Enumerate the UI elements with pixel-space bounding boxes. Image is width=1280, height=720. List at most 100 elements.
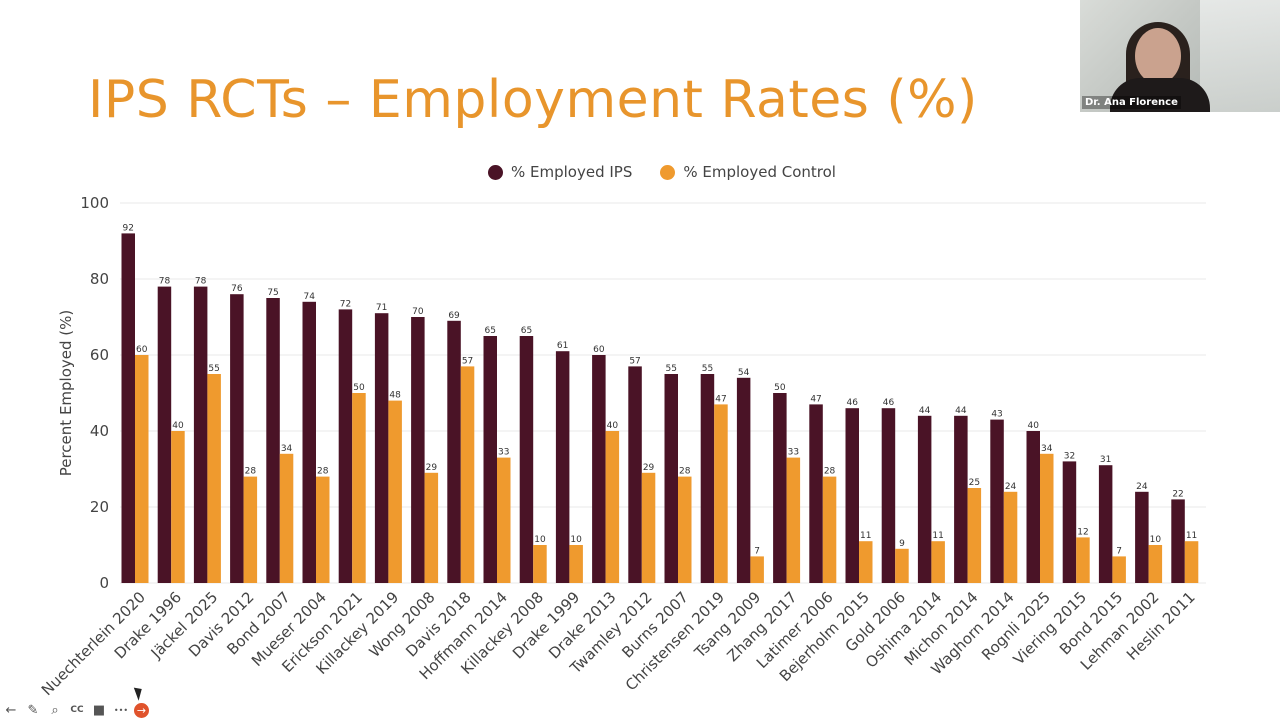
bar-control xyxy=(1003,491,1018,583)
data-label: 65 xyxy=(485,326,496,336)
bar-ips xyxy=(664,374,678,583)
data-label: 65 xyxy=(521,326,532,336)
bar-ips xyxy=(230,294,244,583)
legend-item-ips: % Employed IPS xyxy=(488,163,632,181)
data-label: 34 xyxy=(281,444,293,454)
data-label: 10 xyxy=(1150,535,1162,545)
data-label: 34 xyxy=(1041,444,1053,454)
bar-ips xyxy=(954,415,968,583)
chart-legend: % Employed IPS % Employed Control xyxy=(488,163,836,181)
data-label: 29 xyxy=(426,463,438,473)
bar-ips xyxy=(628,366,642,583)
data-label: 47 xyxy=(810,394,821,404)
camera-icon[interactable]: ■ xyxy=(92,702,106,718)
data-label: 33 xyxy=(498,448,509,458)
slide-title: IPS RCTs – Employment Rates (%) xyxy=(88,70,978,130)
bar-control xyxy=(171,431,185,583)
presenter-webcam: Dr. Ana Florence xyxy=(1080,0,1280,112)
webcam-background xyxy=(1200,0,1280,112)
bar-ips xyxy=(338,309,353,583)
data-label: 43 xyxy=(991,410,1002,420)
bar-control xyxy=(497,457,511,583)
data-label: 69 xyxy=(448,311,460,321)
bar-control xyxy=(460,366,475,583)
data-label: 72 xyxy=(340,299,351,309)
bar-ips xyxy=(157,286,172,583)
bar-control xyxy=(1184,541,1199,583)
bar-ips xyxy=(736,377,751,583)
y-tick-label: 0 xyxy=(99,574,109,592)
bar-control xyxy=(1112,556,1126,583)
data-label: 70 xyxy=(412,307,424,317)
bar-ips xyxy=(266,298,280,583)
bar-ips xyxy=(1135,491,1149,583)
data-label: 10 xyxy=(534,535,546,545)
data-label: 57 xyxy=(629,356,640,366)
bar-ips xyxy=(881,408,896,583)
bar-ips xyxy=(700,374,715,583)
legend-label-control: % Employed Control xyxy=(683,163,836,181)
bar-ips xyxy=(193,286,208,583)
data-label: 46 xyxy=(847,398,859,408)
presenter-name: Dr. Ana Florence xyxy=(1082,96,1181,109)
bar-control xyxy=(388,400,402,583)
pen-icon[interactable]: ✎ xyxy=(27,702,39,718)
bar-control xyxy=(605,431,620,583)
presenter-body xyxy=(1110,78,1210,112)
data-label: 28 xyxy=(317,467,329,477)
bar-control xyxy=(424,472,439,583)
bar-ips xyxy=(1171,499,1185,583)
bar-ips xyxy=(374,313,389,583)
data-label: 60 xyxy=(136,345,148,355)
bar-control xyxy=(641,472,656,583)
data-label: 24 xyxy=(1136,482,1148,492)
bar-ips xyxy=(917,415,932,583)
bar-ips xyxy=(555,351,570,583)
bar-ips xyxy=(1062,461,1077,583)
presenter-face xyxy=(1135,28,1181,84)
search-icon[interactable]: ⌕ xyxy=(51,702,59,718)
bar-control xyxy=(822,476,837,583)
slideshow-toolbar: ← ✎ ⌕ CC ■ ••• → xyxy=(2,701,149,719)
cc-icon[interactable]: CC xyxy=(70,705,84,715)
data-label: 28 xyxy=(245,467,257,477)
data-label: 71 xyxy=(376,303,387,313)
bar-ips xyxy=(1026,431,1040,583)
back-arrow-icon[interactable]: ← xyxy=(5,702,17,718)
data-label: 54 xyxy=(738,368,750,378)
bar-control xyxy=(1076,537,1090,583)
more-icon[interactable]: ••• xyxy=(113,705,129,715)
bar-control xyxy=(243,476,258,583)
y-tick-label: 60 xyxy=(90,346,109,364)
data-label: 10 xyxy=(570,535,582,545)
data-label: 55 xyxy=(208,364,219,374)
data-label: 55 xyxy=(666,364,677,374)
data-label: 28 xyxy=(824,467,836,477)
data-label: 40 xyxy=(607,421,619,431)
data-label: 32 xyxy=(1064,451,1075,461)
data-label: 57 xyxy=(462,356,473,366)
data-label: 29 xyxy=(643,463,655,473)
bar-control xyxy=(931,541,945,583)
bar-control xyxy=(135,355,149,583)
bar-control xyxy=(786,457,801,583)
bar-control xyxy=(750,556,764,583)
data-label: 44 xyxy=(955,406,967,416)
bar-ips xyxy=(845,408,859,583)
y-axis-label: Percent Employed (%) xyxy=(57,310,75,477)
data-label: 48 xyxy=(389,391,401,401)
bar-ips xyxy=(773,393,787,583)
data-label: 74 xyxy=(304,292,316,302)
y-tick-label: 100 xyxy=(80,194,109,212)
data-label: 78 xyxy=(195,277,207,287)
bar-ips xyxy=(990,419,1004,583)
legend-item-control: % Employed Control xyxy=(660,163,836,181)
y-tick-label: 80 xyxy=(90,270,109,288)
next-arrow-icon[interactable]: → xyxy=(134,702,149,718)
data-label: 78 xyxy=(159,277,171,287)
data-label: 9 xyxy=(899,539,905,549)
bar-control xyxy=(1040,453,1054,583)
bar-ips xyxy=(447,320,461,583)
bar-control xyxy=(714,404,728,583)
